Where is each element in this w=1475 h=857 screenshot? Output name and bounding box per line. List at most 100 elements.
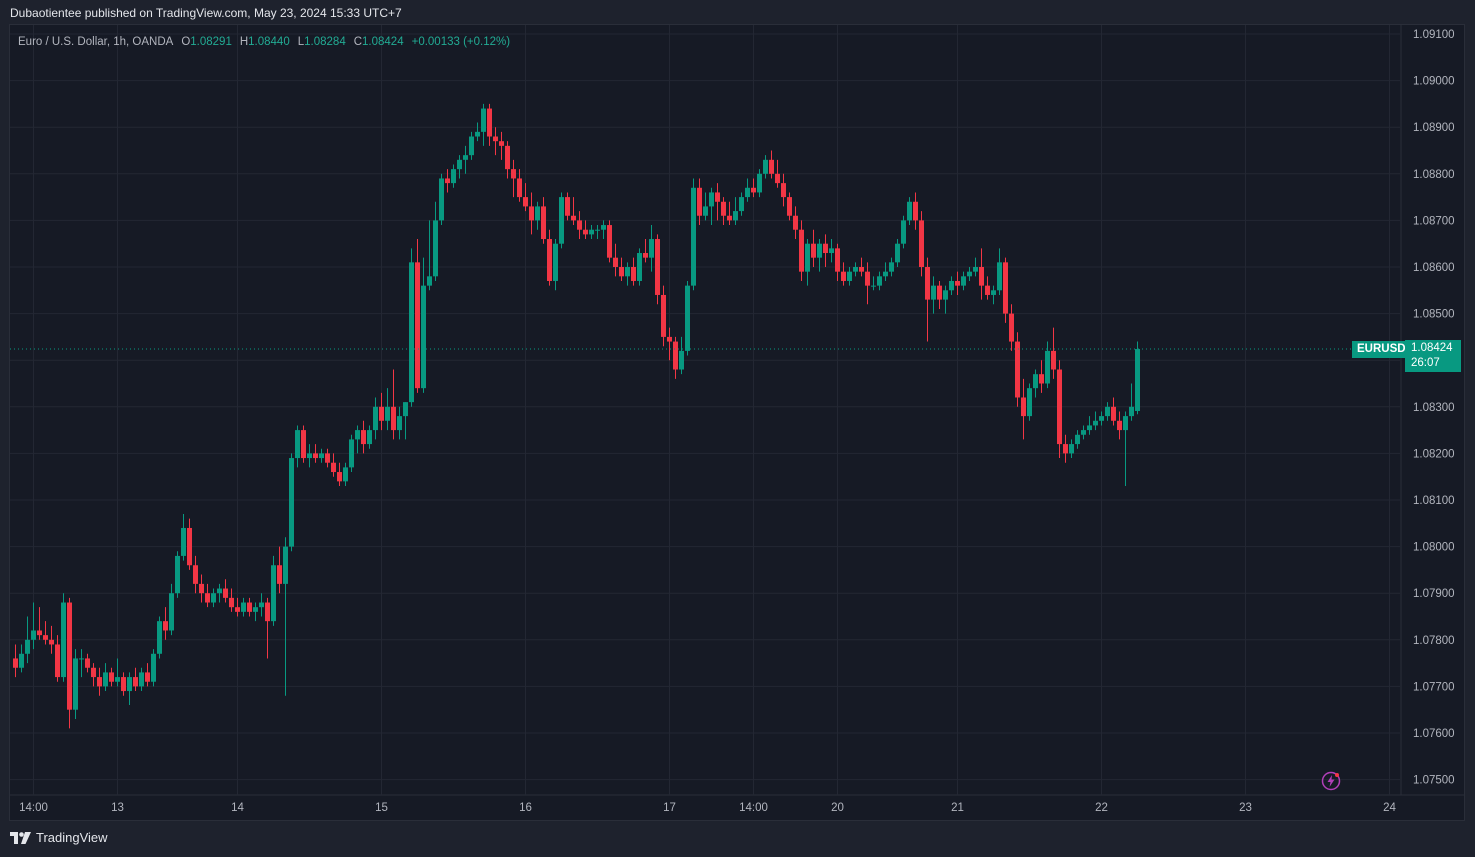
candle-body bbox=[637, 253, 642, 281]
open-label: O bbox=[181, 36, 191, 48]
candle-body bbox=[295, 430, 300, 459]
candle-body bbox=[925, 267, 930, 300]
candle-down bbox=[643, 239, 648, 263]
high-label: H bbox=[239, 36, 249, 48]
candle-body bbox=[247, 602, 252, 612]
candle-up bbox=[733, 197, 738, 226]
candle-up bbox=[307, 444, 312, 468]
candle-body bbox=[499, 141, 504, 146]
candle-body bbox=[673, 341, 678, 370]
candle-down bbox=[655, 234, 660, 305]
price-tick-label: 1.08200 bbox=[1413, 448, 1455, 460]
candle-body bbox=[661, 294, 666, 337]
candle-down bbox=[583, 220, 588, 240]
candle-body bbox=[1135, 349, 1140, 411]
candle-down bbox=[199, 574, 204, 603]
candle-down bbox=[55, 635, 60, 682]
candle-body bbox=[73, 658, 78, 710]
high-value: 1.08440 bbox=[248, 36, 290, 48]
candle-body bbox=[763, 159, 768, 174]
candle-body bbox=[547, 239, 552, 281]
candle-up bbox=[949, 276, 954, 295]
candle-up bbox=[997, 248, 1002, 295]
candle-body bbox=[403, 402, 408, 417]
chart-pane[interactable] bbox=[9, 24, 1465, 821]
candle-body bbox=[397, 416, 402, 431]
grid-lines bbox=[10, 25, 1465, 796]
candle-down bbox=[715, 183, 720, 221]
candle-body bbox=[619, 267, 624, 277]
candle-body bbox=[913, 201, 918, 221]
candle-body bbox=[1093, 420, 1098, 426]
candle-down bbox=[97, 667, 102, 696]
candle-up bbox=[973, 257, 978, 277]
candle-down bbox=[913, 192, 918, 230]
candle-down bbox=[1015, 332, 1020, 407]
candle-body bbox=[667, 336, 672, 342]
candle-down bbox=[163, 607, 168, 640]
candle-body bbox=[589, 229, 594, 235]
candle-body bbox=[193, 565, 198, 584]
candle-down bbox=[811, 229, 816, 267]
low-value: 1.08284 bbox=[304, 36, 346, 48]
candle-body bbox=[337, 472, 342, 482]
last-price-value: 1.08424 bbox=[1411, 342, 1453, 354]
candle-body bbox=[163, 621, 168, 631]
candle-up bbox=[637, 248, 642, 286]
candle-up bbox=[883, 262, 888, 281]
candle-body bbox=[355, 430, 360, 440]
candle-up bbox=[463, 145, 468, 174]
candle-down bbox=[379, 392, 384, 431]
candle-body bbox=[895, 243, 900, 263]
candle-body bbox=[229, 597, 234, 608]
candle-up bbox=[1135, 341, 1140, 415]
candle-down bbox=[1063, 434, 1068, 463]
candle-up bbox=[271, 555, 276, 626]
candle-down bbox=[793, 206, 798, 240]
candle-body bbox=[91, 667, 96, 678]
candle-body bbox=[757, 173, 762, 193]
bolt-icon[interactable] bbox=[1321, 771, 1341, 791]
candle-up bbox=[943, 285, 948, 314]
candle-body bbox=[253, 607, 258, 612]
candle-body bbox=[511, 169, 516, 179]
candle-up bbox=[19, 644, 24, 673]
candle-down bbox=[775, 159, 780, 188]
price-tick-label: 1.07600 bbox=[1413, 728, 1455, 740]
candle-body bbox=[979, 267, 984, 286]
candle-up bbox=[1105, 402, 1110, 421]
candle-up bbox=[31, 602, 36, 650]
candle-body bbox=[157, 621, 162, 654]
candle-body bbox=[529, 206, 534, 221]
candle-body bbox=[439, 178, 444, 221]
price-tick-label: 1.08600 bbox=[1413, 262, 1455, 274]
candle-body bbox=[217, 588, 222, 594]
candle-body bbox=[1033, 374, 1038, 389]
footer-brand[interactable]: TradingView bbox=[10, 830, 108, 845]
candle-up bbox=[625, 262, 630, 286]
candle-down bbox=[91, 663, 96, 687]
candle-up bbox=[853, 262, 858, 277]
candle-up bbox=[73, 649, 78, 720]
candle-body bbox=[577, 220, 582, 230]
candle-body bbox=[1111, 406, 1116, 421]
candle-body bbox=[283, 546, 288, 584]
candle-up bbox=[433, 201, 438, 281]
candle-up bbox=[1033, 369, 1038, 398]
candle-down bbox=[697, 178, 702, 226]
candle-down bbox=[499, 131, 504, 160]
candle-body bbox=[493, 136, 498, 142]
candle-body bbox=[13, 658, 18, 668]
candle-body bbox=[1099, 416, 1104, 421]
candle-body bbox=[319, 453, 324, 459]
candle-up bbox=[211, 588, 216, 608]
candle-body bbox=[85, 658, 90, 668]
price-tick-label: 1.08100 bbox=[1413, 495, 1455, 507]
candle-body bbox=[343, 467, 348, 482]
candle-down bbox=[331, 453, 336, 477]
candle-body bbox=[433, 220, 438, 277]
candle-body bbox=[103, 672, 108, 687]
publish-info: Dubaotientee published on TradingView.co… bbox=[10, 6, 402, 20]
candle-body bbox=[379, 406, 384, 421]
